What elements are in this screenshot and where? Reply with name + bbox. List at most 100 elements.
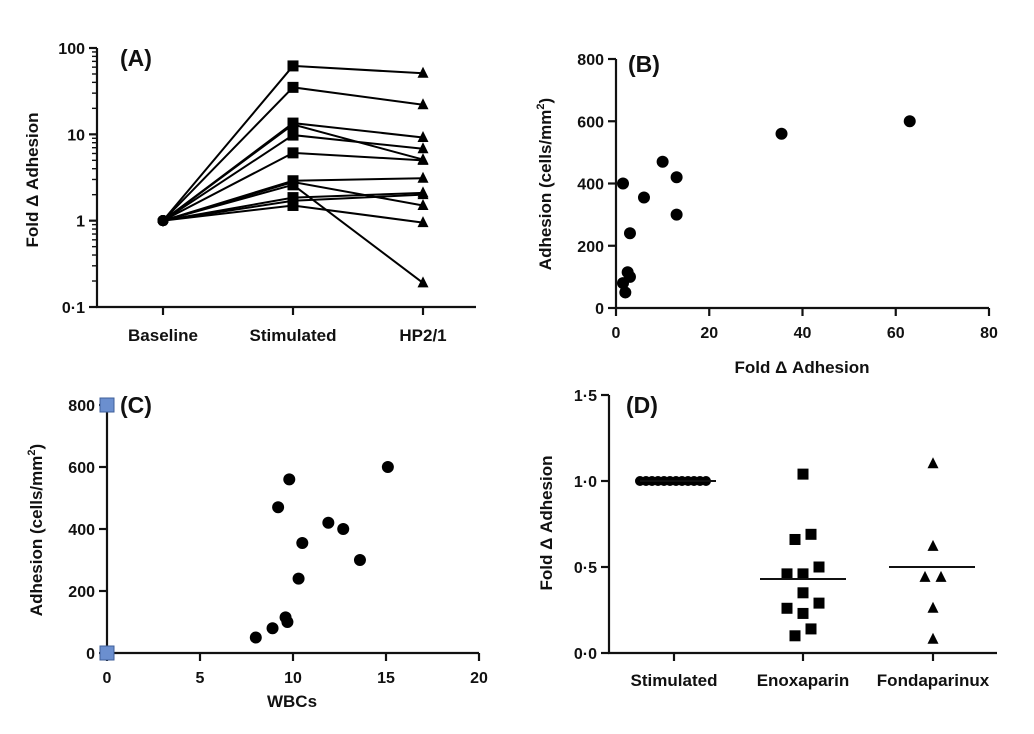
y-tick-label: 200	[577, 239, 604, 256]
data-point-triangle	[927, 632, 939, 644]
x-tick-label: 80	[980, 325, 998, 342]
x-tick-label: HP2/1	[399, 326, 446, 345]
data-point-triangle	[417, 66, 429, 78]
data-point-triangle	[927, 539, 939, 551]
data-point	[353, 554, 366, 566]
data-point-square	[287, 118, 299, 130]
data-point	[381, 461, 394, 473]
data-point-square	[287, 81, 299, 93]
data-point-triangle	[417, 198, 429, 210]
data-point-triangle	[927, 601, 939, 613]
data-point-square	[805, 623, 817, 635]
data-point	[616, 177, 629, 190]
x-axis-label-b: Fold Δ Adhesion	[735, 358, 870, 377]
y-tick-label: 800	[577, 52, 604, 69]
x-tick-label: Stimulated	[250, 326, 337, 345]
data-point	[337, 523, 350, 535]
data-point-square	[797, 587, 809, 599]
data-point-triangle	[417, 153, 429, 165]
x-tick-label: Stimulated	[631, 671, 718, 690]
data-point	[670, 208, 683, 221]
y-tick-label: 400	[68, 522, 95, 539]
y-tick-label: 1·5	[574, 388, 597, 405]
y-axis-label-a: Fold Δ Adhesion	[23, 113, 42, 248]
data-point	[272, 501, 285, 514]
data-point-triangle	[417, 130, 429, 142]
data-point-square	[781, 602, 793, 614]
panel-label-b: (B)	[628, 51, 660, 77]
x-tick-label: 5	[196, 670, 205, 687]
y-label-end: )	[27, 444, 46, 450]
x-tick-label: 0	[103, 670, 112, 687]
data-point	[249, 631, 262, 644]
data-point	[619, 286, 632, 299]
x-tick-label: Baseline	[128, 326, 198, 345]
data-point	[266, 622, 279, 635]
data-point-triangle	[417, 216, 429, 228]
y-axis-label-b: Adhesion (cells/mm2)	[535, 98, 555, 270]
y-tick-label: 0	[595, 301, 604, 318]
panel-label-a: (A)	[120, 45, 152, 71]
panel-label-d: (D)	[626, 392, 658, 418]
data-point-triangle	[417, 276, 429, 288]
data-point-triangle	[417, 142, 429, 154]
y-tick-label: 200	[68, 584, 95, 601]
y-label-sup: 2	[26, 449, 38, 455]
data-point-square	[789, 533, 801, 545]
y-label-sup: 2	[535, 103, 547, 109]
y-tick-label: 1·0	[574, 474, 597, 491]
data-point	[903, 115, 916, 128]
data-point	[670, 171, 683, 184]
data-point	[283, 473, 296, 486]
y-tick-label: 400	[577, 177, 604, 194]
x-tick-label: 20	[470, 670, 488, 687]
data-point-triangle	[417, 171, 429, 183]
data-point-circle	[157, 215, 169, 227]
y-tick-label: 600	[577, 114, 604, 131]
data-point-triangle	[417, 188, 429, 200]
y-axis-label-d: Fold Δ Adhesion	[537, 456, 556, 591]
x-tick-label: 0	[612, 325, 621, 342]
data-point	[623, 227, 636, 240]
panel-a: (A) Fold Δ Adhesion 0·1 1 10 100 Baseline Sti…	[23, 41, 476, 345]
panel-b: (B) Fold Δ Adhesion Adhesion (cells/mm2)…	[535, 51, 998, 377]
axis-endpoint-square	[99, 645, 115, 661]
data-point-square	[287, 199, 299, 211]
y-axis-label-c: Adhesion (cells/mm2)	[26, 444, 46, 616]
y-tick-label: 0	[86, 646, 95, 663]
x-tick-label: 15	[377, 670, 395, 687]
axis-endpoint-square	[99, 397, 115, 413]
data-point	[296, 536, 309, 549]
x-axis-label-c: WBCs	[267, 692, 317, 711]
panel-d: (D) Fold Δ Adhesion 0·0 0·5 1·0 1·5 Stimulat…	[537, 388, 997, 690]
y-tick-label: 10	[67, 127, 85, 144]
data-point-triangle	[927, 457, 939, 469]
data-point	[775, 127, 788, 140]
x-tick-label: Fondaparinux	[877, 671, 990, 690]
data-point	[623, 270, 636, 283]
panel-label-c: (C)	[120, 392, 152, 418]
data-point-square	[287, 179, 299, 191]
data-point-square	[813, 561, 825, 573]
y-tick-label: 0·1	[62, 300, 85, 317]
y-tick-label: 0·0	[574, 646, 597, 663]
data-point	[292, 572, 305, 585]
data-point	[656, 155, 669, 168]
y-tick-label: 1	[76, 214, 85, 231]
data-point-square	[781, 568, 793, 580]
data-point	[637, 191, 650, 204]
y-tick-label: 0·5	[574, 560, 597, 577]
data-point-square	[797, 468, 809, 480]
x-tick-label: Enoxaparin	[757, 671, 850, 690]
y-tick-label: 100	[58, 41, 85, 58]
x-tick-label: 40	[794, 325, 812, 342]
y-label-end: )	[536, 98, 555, 104]
data-point-square	[805, 528, 817, 540]
panel-c: (C) WBCs Adhesion (cells/mm2) 0200400600…	[26, 392, 488, 711]
data-point-triangle	[417, 98, 429, 110]
data-point-square	[789, 630, 801, 642]
data-point-triangle	[919, 570, 931, 582]
data-point-square	[797, 568, 809, 580]
data-point	[281, 616, 294, 628]
